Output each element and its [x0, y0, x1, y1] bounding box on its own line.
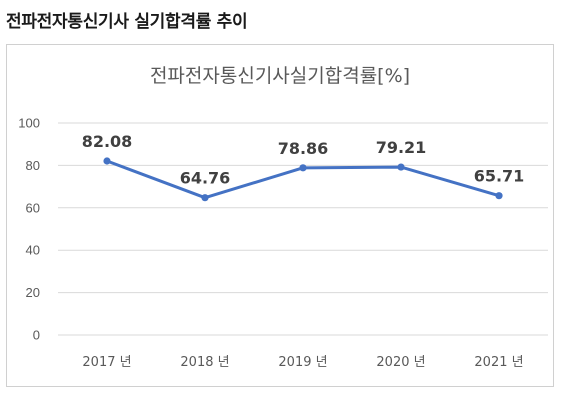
- data-label: 64.76: [180, 169, 231, 188]
- y-tick-label: 20: [26, 285, 40, 300]
- y-tick-label: 80: [26, 158, 40, 173]
- data-point: [201, 194, 209, 202]
- chart-title: 전파전자통신기사실기합격률[%]: [150, 65, 410, 87]
- x-tick-label: 2021 년: [474, 355, 523, 370]
- data-label: 65.71: [474, 167, 525, 186]
- data-point: [299, 164, 307, 172]
- data-label: 78.86: [278, 139, 329, 158]
- y-tick-label: 60: [26, 200, 40, 215]
- series-layer: 82.08 64.76 78.86 79.21 65.71: [82, 132, 525, 202]
- gridlines: [58, 122, 548, 336]
- y-axis-ticks: 0 20 40 60 80 100: [18, 116, 40, 343]
- data-label: 79.21: [376, 138, 427, 157]
- x-tick-label: 2017 년: [82, 355, 131, 370]
- x-tick-label: 2018 년: [180, 355, 229, 370]
- y-tick-label: 40: [26, 243, 40, 258]
- x-tick-label: 2020 년: [376, 355, 425, 370]
- data-point: [397, 163, 405, 171]
- data-label: 82.08: [82, 132, 133, 151]
- data-point: [103, 157, 111, 165]
- y-tick-label: 100: [18, 116, 40, 131]
- x-tick-label: 2019 년: [278, 355, 327, 370]
- chart-frame: [6, 44, 554, 387]
- x-axis-ticks: 2017 년 2018 년 2019 년 2020 년 2021 년: [82, 355, 523, 370]
- y-tick-label: 0: [33, 328, 40, 343]
- data-point: [495, 192, 503, 200]
- page-heading: 전파전자통신기사 실기합격률 추이: [6, 12, 248, 32]
